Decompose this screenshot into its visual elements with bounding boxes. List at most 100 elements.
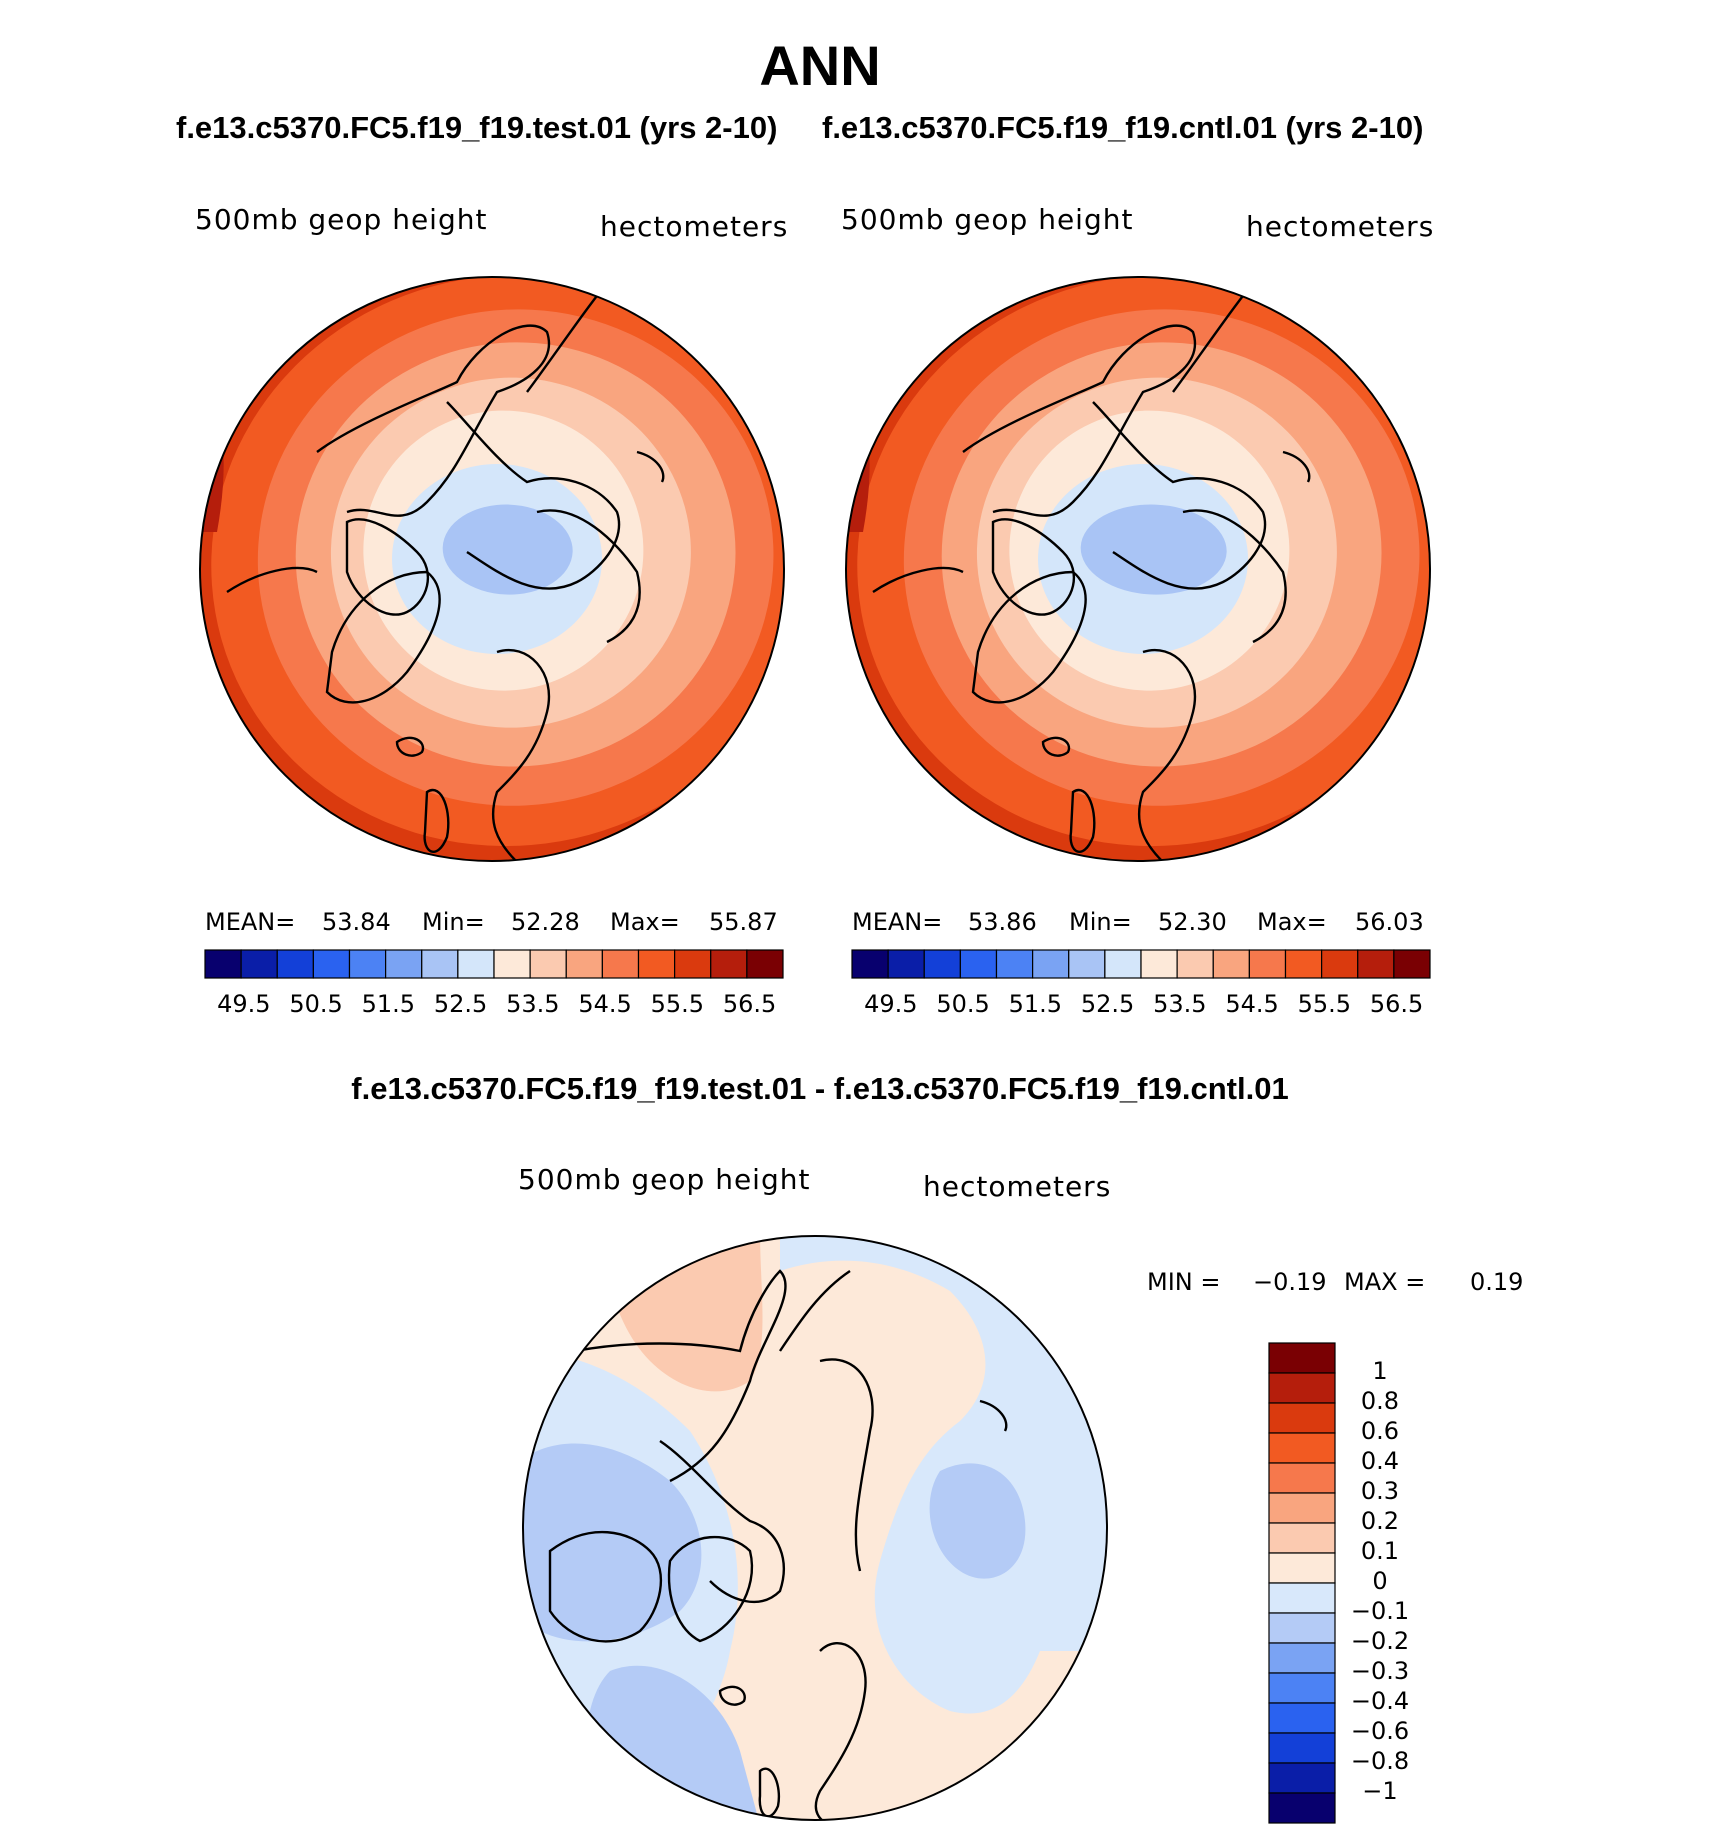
- colorbar-tick-label: 49.5: [217, 990, 271, 1018]
- coastline-iceland: [1041, 736, 1071, 757]
- colorbar-swatch-9: [1268, 1612, 1336, 1644]
- colorbar-swatch-13: [1268, 1732, 1336, 1764]
- colorbar-swatch-2: [276, 949, 314, 979]
- colorbar-swatch-1: [240, 949, 278, 979]
- colorbar-tick-label: 0: [1372, 1567, 1388, 1595]
- panel1-mean-label: MEAN=: [205, 908, 296, 936]
- colorbar-tick-label: 0.4: [1360, 1447, 1400, 1475]
- colorbar-swatch-0: [204, 949, 242, 979]
- panel1-max-value: 55.87: [709, 908, 778, 936]
- colorbar-swatch-11: [1268, 1672, 1336, 1704]
- colorbar-tick-label: 1: [1372, 1357, 1388, 1385]
- panel3-units-label: hectometers: [923, 1170, 1112, 1203]
- contour-band-56-56.5: [846, 362, 870, 532]
- difference-title: f.e13.c5370.FC5.f19_f19.test.01 - f.e13.…: [351, 1071, 1289, 1106]
- contour-band-neg0.2-neg0.1-west: [523, 1443, 702, 1642]
- coastline-alaska: [574, 1269, 787, 1483]
- panel2-max-value: 56.03: [1355, 908, 1424, 936]
- colorbar-swatch-7: [457, 949, 495, 979]
- coastline-siberia: [1182, 509, 1287, 644]
- coastlines: [872, 277, 1311, 861]
- colorbar-tick-label: 51.5: [1008, 990, 1063, 1018]
- colorbar-swatch-6: [421, 949, 459, 979]
- colorbar-swatch-10: [1212, 949, 1250, 979]
- colorbar-tick-label: 54.5: [578, 990, 632, 1018]
- panel2-units-label: hectometers: [1246, 210, 1435, 243]
- colorbar-swatch-4: [1268, 1462, 1336, 1494]
- colorbar-tick-label: 0.1: [1360, 1537, 1400, 1565]
- map-panel-control: [845, 276, 1431, 862]
- coastline-canada: [1092, 401, 1267, 590]
- colorbar-swatch-0: [851, 949, 889, 979]
- colorbar-tick-label: −0.6: [1350, 1717, 1410, 1745]
- colorbar-tick-label: 0.2: [1360, 1507, 1400, 1535]
- colorbar-tick-label: 49.5: [864, 990, 918, 1018]
- coastline-hudson: [872, 566, 964, 593]
- panel2-min-value: 52.30: [1158, 908, 1227, 936]
- colorbar-swatch-6: [1068, 949, 1106, 979]
- panel2-variable-label: 500mb geop height: [841, 203, 1134, 236]
- coastlines: [226, 277, 665, 861]
- colorbar-swatch-2: [923, 949, 961, 979]
- coastline-scandinavia: [1137, 649, 1196, 861]
- panel3-max-value: 0.19: [1470, 1268, 1524, 1296]
- colorbar-tick-label: 50.5: [936, 990, 990, 1018]
- colorbar-swatch-7: [1268, 1552, 1336, 1584]
- coastline-kamchatka: [1282, 450, 1311, 483]
- panel3-min-value: −0.19: [1253, 1268, 1327, 1296]
- figure-title: ANN: [759, 34, 881, 97]
- colorbar-swatch-5: [1032, 949, 1070, 979]
- colorbar-swatch-10: [565, 949, 603, 979]
- colorbar-swatch-14: [1357, 949, 1395, 979]
- coastline-greenland: [667, 1535, 754, 1643]
- coastline-iceland: [395, 736, 425, 757]
- panel1-mean-value: 53.84: [322, 908, 391, 936]
- colorbar-swatch-9: [1176, 949, 1214, 979]
- coastline-hudson: [226, 566, 318, 593]
- colorbar-swatch-15: [746, 949, 784, 979]
- subtitle-test-case: f.e13.c5370.FC5.f19_f19.test.01 (yrs 2-1…: [176, 110, 778, 145]
- colorbar-control: [851, 949, 1431, 979]
- colorbar-tick-label: −0.4: [1350, 1687, 1410, 1715]
- map-boundary: [845, 276, 1431, 862]
- panel1-min-label: Min=: [422, 908, 485, 936]
- panel2-mean-value: 53.86: [968, 908, 1037, 936]
- colorbar-tick-label: 0.3: [1360, 1477, 1400, 1505]
- colorbar-tick-label: −0.3: [1350, 1657, 1410, 1685]
- panel2-min-label: Min=: [1069, 908, 1132, 936]
- map-boundary: [199, 276, 785, 862]
- map-boundary: [522, 1235, 1108, 1821]
- colorbar-swatch-7: [1104, 949, 1142, 979]
- panel3-variable-label: 500mb geop height: [518, 1163, 811, 1196]
- colorbar-swatch-1: [1268, 1372, 1336, 1404]
- colorbar-swatch-3: [1268, 1432, 1336, 1464]
- coastline-canada: [659, 1440, 785, 1604]
- colorbar-tick-label: 54.5: [1225, 990, 1279, 1018]
- colorbar-swatch-4: [995, 949, 1034, 979]
- coastline-britain: [423, 788, 450, 853]
- colorbar-tick-label: 52.5: [433, 990, 488, 1018]
- contour-band-56-56.5: [200, 362, 224, 532]
- colorbar-tick-label: 53.5: [1153, 990, 1207, 1018]
- colorbar-swatch-11: [1248, 949, 1287, 979]
- colorbar-tick-label: 0.8: [1360, 1387, 1400, 1415]
- colorbar-swatch-2: [1268, 1402, 1336, 1434]
- colorbar-swatch-5: [1268, 1492, 1336, 1524]
- colorbar-swatch-3: [959, 949, 998, 979]
- colorbar-swatch-12: [637, 949, 676, 979]
- colorbar-tick-label: 51.5: [361, 990, 416, 1018]
- panel1-variable-label: 500mb geop height: [195, 203, 488, 236]
- colorbar-swatch-12: [1268, 1702, 1336, 1734]
- map-panel-test: [199, 276, 785, 862]
- colorbar-tick-label: −0.2: [1350, 1627, 1410, 1655]
- colorbar-test: [204, 949, 784, 979]
- coastline-iceland: [718, 1685, 746, 1706]
- colorbar-swatch-4: [348, 949, 387, 979]
- colorbar-swatch-8: [1268, 1582, 1336, 1614]
- coastline-scandinavia: [491, 649, 550, 861]
- panel1-min-value: 52.28: [511, 908, 580, 936]
- colorbar-tick-label: 50.5: [289, 990, 343, 1018]
- colorbar-tick-label: 55.5: [1297, 990, 1352, 1018]
- coastline-alaska: [316, 324, 551, 517]
- coastline-siberia: [819, 1358, 874, 1572]
